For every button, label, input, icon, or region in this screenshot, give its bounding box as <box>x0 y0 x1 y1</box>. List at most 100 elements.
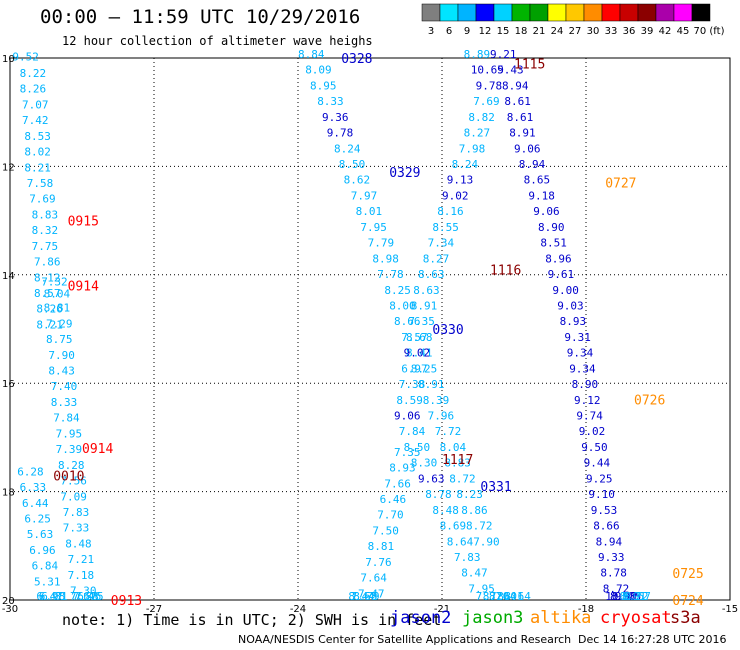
swh-value-label: 8.39 <box>423 394 450 407</box>
swh-value-label: 8.64 <box>447 535 474 548</box>
track-label-s3a: 1116 <box>490 263 521 278</box>
swh-value-label: 7.64 <box>360 572 387 585</box>
swh-value-label: 8.50 <box>339 158 366 171</box>
swh-value-label: 9.52 <box>12 51 39 64</box>
swh-value-label: 8.25 <box>411 362 438 375</box>
colorbar-swatch <box>421 3 441 22</box>
swh-value-label: 8.57 <box>34 287 61 300</box>
swh-value-label: 8.98 <box>610 590 637 603</box>
track-label-altika: 0725 <box>672 567 703 582</box>
swh-value-label: 9.63 <box>418 472 445 485</box>
swh-value-label: 9.36 <box>322 111 349 124</box>
swh-value-label: 9.61 <box>548 268 575 281</box>
swh-value-label: 9.06 <box>394 410 421 423</box>
swh-value-label: 8.94 <box>519 158 546 171</box>
swh-value-label: 7.84 <box>399 425 426 438</box>
swh-value-label: 8.57 <box>624 590 651 603</box>
swh-value-label: 7.21 <box>68 553 95 566</box>
swh-value-label: 8.81 <box>368 540 395 553</box>
swh-value-label: 7.57 <box>401 331 428 344</box>
grid-lines <box>10 58 730 600</box>
swh-value-label: 8.41 <box>406 347 433 360</box>
swh-value-label: 8.04 <box>44 288 71 301</box>
swh-value-label: 8.66 <box>593 520 620 533</box>
swh-value-label: 7.68 <box>351 590 378 603</box>
swh-value-label: 7.42 <box>22 114 49 127</box>
swh-value-label: 8.47 <box>461 567 488 580</box>
swh-value-label: 6.47 <box>36 590 63 603</box>
y-tick-label: 16 <box>2 379 15 390</box>
swh-value-label: 7.78 <box>377 268 404 281</box>
swh-value-label: 8.01 <box>497 590 524 603</box>
swh-value-label: 8.83 <box>444 457 471 470</box>
swh-value-label: 8.21 <box>24 161 51 174</box>
swh-value-label: 8.69 <box>440 520 467 533</box>
swh-value-label: 9.06 <box>514 142 541 155</box>
swh-value-label: 7.34 <box>428 237 455 250</box>
swh-value-label: 8.30 <box>411 457 438 470</box>
swh-value-label: 6.46 <box>380 493 407 506</box>
swh-value-label: 9.33 <box>598 551 625 564</box>
swh-value-label: 7.83 <box>72 590 99 603</box>
legend-jason2: jason2 <box>390 608 452 628</box>
swh-value-label: 10.65 <box>471 64 504 77</box>
track-label-cryosat: 0915 <box>68 215 99 230</box>
track-label-cryosat: 0913 <box>111 594 142 609</box>
colorbar-swatch <box>583 3 603 22</box>
swh-value-label: 7.95 <box>360 221 387 234</box>
swh-value-label: 7.66 <box>384 477 411 490</box>
swh-value-label: 9.12 <box>574 394 601 407</box>
swh-value-label: 8.27 <box>464 127 491 140</box>
y-tick-label: 10 <box>2 54 15 65</box>
swh-value-label: 9.10 <box>588 488 615 501</box>
swh-value-label: 9.02 <box>442 189 469 202</box>
swh-value-label: 9.21 <box>490 48 517 61</box>
swh-value-label: 8.00 <box>389 299 416 312</box>
colorbar-label: 70 (ft) <box>694 26 725 37</box>
swh-value-label: 8.28 <box>58 459 85 472</box>
swh-value-label: 7.72 <box>435 425 462 438</box>
colorbar-swatch <box>601 3 621 22</box>
swh-value-label: 6.98 <box>39 590 66 603</box>
swh-value-label: 8.22 <box>20 67 46 80</box>
swh-value-label: 9.06 <box>533 205 560 218</box>
swh-value-label: 7.35 <box>408 315 435 328</box>
swh-value-label: 8.82 <box>468 111 495 124</box>
legend-jason3: jason3 <box>462 608 524 628</box>
colorbar-label: 24 <box>551 26 564 37</box>
plot-area <box>9 57 731 601</box>
swh-value-label: 8.61 <box>504 95 531 108</box>
colorbar-swatch <box>493 3 513 22</box>
swh-value-label: 8.81 <box>44 302 71 315</box>
swh-value-label: 8.78 <box>600 567 627 580</box>
swh-value-label: 8.48 <box>432 504 459 517</box>
swh-value-label: 6.84 <box>32 560 59 573</box>
plot-frame <box>9 57 731 601</box>
swh-value-label: 8.09 <box>305 64 332 77</box>
swh-value-label: 6.25 <box>24 512 51 525</box>
swh-value-label: 7.96 <box>428 410 455 423</box>
swh-value-label: 6.81 <box>41 590 67 603</box>
swh-value-label: 7.39 <box>56 443 83 456</box>
swh-value-label: 9.78 <box>476 79 503 92</box>
y-tick-label: 18 <box>2 488 15 499</box>
track-label-cryosat: 0914 <box>68 280 99 295</box>
swh-value-label: 8.27 <box>423 252 450 265</box>
swh-value-label: 7.46 <box>75 590 102 603</box>
colorbar-swatch <box>637 3 657 22</box>
swh-value-label: 8.89 <box>464 48 491 61</box>
swh-value-label: 8.24 <box>334 142 361 155</box>
swh-value-label: 7.35 <box>394 446 421 459</box>
colorbar-legend: 3 6 9 12 15 18 21 24 27 30 33 36 39 42 45 70 (ft) <box>421 3 725 37</box>
swh-value-label: 9.05 <box>615 590 642 603</box>
x-tick-label: -24 <box>290 604 306 615</box>
swh-value-label: 8.91 <box>620 590 647 603</box>
colorbar-swatch <box>475 3 495 22</box>
swh-value-label: 8.33 <box>317 95 344 108</box>
swh-value-label: 8.62 <box>344 174 371 187</box>
swh-value-label: 7.70 <box>377 509 404 522</box>
track-label-altika: 0724 <box>672 594 703 609</box>
swh-value-label: 9.25 <box>586 472 613 485</box>
swh-value-label: 7.32 <box>41 276 67 289</box>
swh-value-label: 8.84 <box>298 48 325 61</box>
